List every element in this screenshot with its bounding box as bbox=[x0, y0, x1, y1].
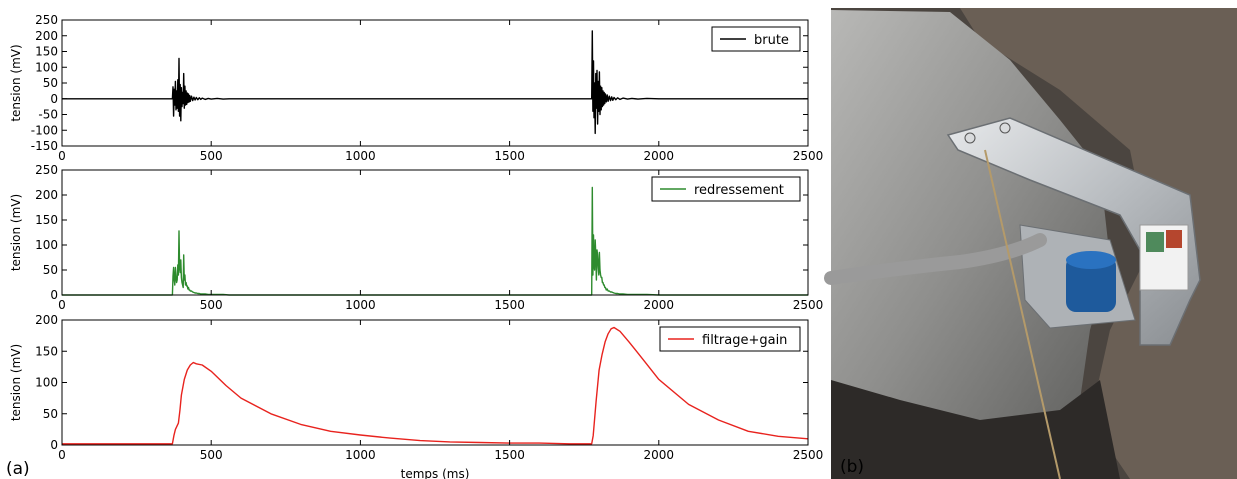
legend-label: redressement bbox=[694, 183, 784, 198]
x-tick-label: 500 bbox=[200, 298, 223, 312]
x-tick-label: 1500 bbox=[494, 448, 525, 462]
plot-frame bbox=[61, 169, 809, 296]
geophone-sensor bbox=[1066, 256, 1116, 312]
y-tick-label: -150 bbox=[31, 139, 58, 153]
y-tick-label: 200 bbox=[35, 188, 58, 202]
y-tick-label: 100 bbox=[35, 60, 58, 74]
legend-box bbox=[659, 326, 801, 352]
chart-panel-filtrage: 0 500 1000 1500 2000 2500 0 50 100 150 200 tension … bbox=[9, 313, 823, 479]
y-tick-label: -100 bbox=[31, 123, 58, 137]
legend-filtrage: filtrage+gain bbox=[659, 326, 801, 352]
axes-brute: 0 500 1000 1500 2000 2500 -150 -100-50 0 50 100150… bbox=[9, 13, 823, 163]
x-tick-label: 2000 bbox=[644, 149, 675, 163]
x-tick-label: 2500 bbox=[793, 298, 824, 312]
panel-label-b: (b) bbox=[840, 457, 864, 477]
x-tick-label: 0 bbox=[58, 448, 66, 462]
gravel-slope bbox=[960, 8, 1237, 479]
x-tick-label: 2500 bbox=[793, 448, 824, 462]
y-tick-label: 150 bbox=[35, 213, 58, 227]
x-tick-label: 500 bbox=[200, 448, 223, 462]
y-tick-label: 50 bbox=[43, 407, 58, 421]
y-tick-label: 100 bbox=[35, 238, 58, 252]
y-tick-label: 50 bbox=[43, 263, 58, 277]
y-tick-label: 150 bbox=[35, 45, 58, 59]
sensor-photo bbox=[824, 8, 1237, 479]
y-tick-label: 0 bbox=[50, 438, 58, 452]
geophone-cap bbox=[1066, 251, 1116, 269]
plot-frame bbox=[61, 19, 809, 147]
boulder-shadow bbox=[831, 380, 1120, 479]
series-line-redressement bbox=[62, 186, 808, 296]
metal-bracket bbox=[946, 117, 1201, 346]
boulder bbox=[831, 10, 1110, 450]
x-tick-label: 0 bbox=[58, 298, 66, 312]
sticker-image-2 bbox=[1166, 230, 1182, 248]
bolt-1 bbox=[964, 132, 976, 144]
series-line-filtragegain bbox=[62, 326, 809, 445]
panel-label-a: (a) bbox=[6, 459, 30, 479]
axes-redressement: 0 500 1000 1500 2000 2500 0 50 100 150 200 250 tensi… bbox=[9, 163, 823, 312]
bolt-2 bbox=[999, 122, 1011, 134]
y-tick-label: 200 bbox=[35, 313, 58, 327]
legend-brute: brute bbox=[711, 26, 801, 52]
sensor-cable bbox=[824, 233, 1047, 285]
y-tick-label: -50 bbox=[38, 108, 58, 122]
x-tick-label: 2000 bbox=[644, 298, 675, 312]
series-redressement-layer bbox=[62, 186, 808, 296]
x-tick-label: 1500 bbox=[494, 298, 525, 312]
y-tick-label: 250 bbox=[35, 13, 58, 27]
y-tick-label: 200 bbox=[35, 29, 58, 43]
y-tick-label: 0 bbox=[50, 288, 58, 302]
y-tick-label: 250 bbox=[35, 163, 58, 177]
x-tick-label: 0 bbox=[58, 149, 66, 163]
y-tick-label: 100 bbox=[35, 376, 58, 390]
y-axis-label: tension (mV) bbox=[9, 194, 23, 271]
y-tick-label: 150 bbox=[35, 344, 58, 358]
antenna-wire bbox=[984, 149, 1061, 479]
chart-panel-redressement: 0 500 1000 1500 2000 2500 0 50 100 150 200 250 tensi… bbox=[9, 163, 823, 312]
y-axis-label: tension (mV) bbox=[9, 344, 23, 421]
x-axis-label: temps (ms) bbox=[401, 467, 470, 479]
legend-label: brute bbox=[754, 33, 789, 48]
chart-panel-brute: 0 500 1000 1500 2000 2500 -150 -100-50 0 50 100150… bbox=[9, 13, 823, 163]
series-filtrage-layer bbox=[62, 326, 809, 445]
x-tick-label: 500 bbox=[200, 149, 223, 163]
legend-label: filtrage+gain bbox=[702, 333, 787, 348]
series-line-brute bbox=[62, 30, 808, 135]
y-tick-label: 50 bbox=[43, 76, 58, 90]
x-tick-label: 2000 bbox=[644, 448, 675, 462]
y-tick-label: 0 bbox=[50, 92, 58, 106]
x-tick-label: 1000 bbox=[345, 448, 376, 462]
y-axis-label: tension (mV) bbox=[9, 44, 23, 121]
sticker-image bbox=[1146, 232, 1164, 252]
axes-filtrage: 0 500 1000 1500 2000 2500 0 50 100 150 200 tension … bbox=[9, 313, 823, 479]
series-brute-layer bbox=[62, 30, 808, 135]
x-tick-label: 2500 bbox=[793, 149, 824, 163]
legend-redressement: redressement bbox=[651, 176, 801, 202]
x-tick-label: 1500 bbox=[494, 149, 525, 163]
x-tick-label: 1000 bbox=[345, 298, 376, 312]
x-tick-label: 1000 bbox=[345, 149, 376, 163]
legend-box bbox=[651, 176, 801, 202]
